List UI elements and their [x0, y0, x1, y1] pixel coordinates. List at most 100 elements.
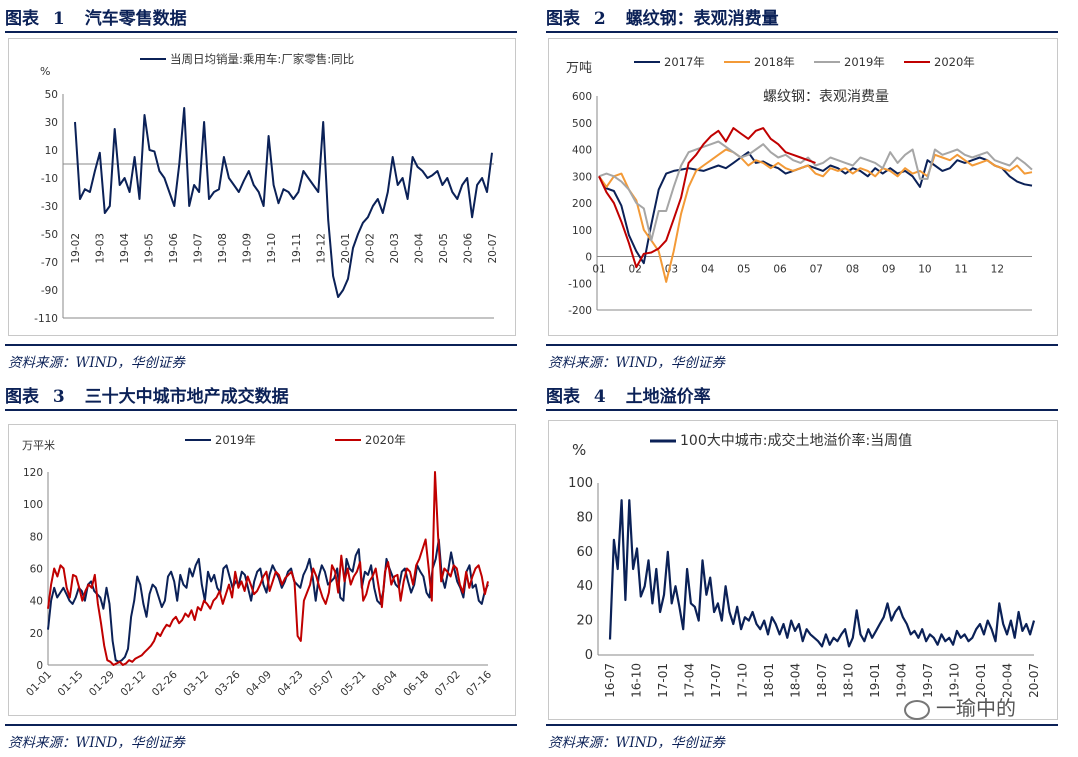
chart-1-x-tick-label: 19-12: [315, 233, 327, 264]
chart-2-legend-label: 2020年: [934, 55, 975, 69]
chart-1-x-tick-label: 19-05: [144, 233, 156, 264]
chart-3-y-tick-label: 60: [30, 564, 43, 576]
chart-4-y-tick-label: 80: [576, 510, 593, 525]
chart-4-y-tick-label: 0: [585, 648, 593, 663]
chart-3-legend-label: 2019年: [215, 433, 256, 447]
chart-3-x-tick-label: 01-15: [55, 669, 85, 699]
chart-2-x-tick-label: 03: [665, 264, 678, 276]
panel-1-top-rule: [5, 31, 517, 33]
panel-1-title: 图表 1 汽车零售数据: [5, 4, 187, 29]
chart-2-y-tick-label: -100: [568, 278, 592, 290]
panel-1-title-text: 汽车零售数据: [84, 9, 187, 29]
chart-4-y-tick-label: 40: [576, 579, 593, 594]
panel-2-bottom-rule: [546, 344, 1058, 346]
chart-2-x-tick-label: 05: [737, 264, 750, 276]
panel-2-title-label: 图表: [546, 9, 580, 29]
chart-2-unit-label: 万吨: [566, 61, 592, 76]
chart-1-x-tick-label: 19-08: [217, 233, 229, 264]
chart-1-y-tick-label: -90: [41, 285, 58, 297]
chart-4-x-tick-label: 18-10: [842, 663, 856, 698]
panel-3-title-text: 三十大中城市地产成交数据: [84, 387, 289, 407]
chart-3-x-tick-label: 02-12: [118, 669, 148, 699]
chart-1-x-tick-label: 19-06: [168, 233, 180, 264]
panel-1-title-label: 图表: [5, 9, 39, 29]
chart-3-unit-label: 万平米: [22, 439, 55, 452]
chart-2-x-tick-label: 08: [846, 264, 859, 276]
chart-2-x-tick-label: 02: [629, 264, 642, 276]
chart-3-y-tick-label: 100: [23, 499, 43, 511]
wechat-icon: [904, 699, 930, 720]
chart-2-y-tick-label: 100: [572, 225, 592, 237]
chart-2-y-tick-label: 400: [572, 145, 592, 157]
panel-1-source: 资料来源：WIND，华创证券: [8, 355, 185, 371]
chart-2-y-tick-label: 200: [572, 198, 592, 210]
chart-1-x-tick-label: 19-09: [242, 233, 254, 264]
chart-1-y-tick-label: 10: [45, 145, 58, 157]
chart-2-x-tick-label: 01: [592, 264, 605, 276]
panel-3-frame: [8, 424, 516, 716]
chart-1-legend-label: 当周日均销量:乘用车:厂家零售:同比: [170, 52, 354, 66]
chart-4-legend-label: 100大中城市:成交土地溢价率:当周值: [680, 432, 912, 449]
chart-4-series-line: [608, 499, 1036, 648]
chart-1-x-tick-label: 20-04: [413, 233, 425, 264]
panel-4-source: 资料来源：WIND，华创证券: [548, 735, 725, 751]
chart-4-unit-label: %: [572, 441, 586, 459]
chart-4-x-tick-label: 16-10: [630, 663, 644, 698]
chart-2-y-tick-label: 0: [585, 252, 592, 264]
panel-4-title-label: 图表: [546, 387, 580, 407]
chart-4-y-tick-label: 100: [568, 476, 593, 491]
chart-1-x-tick-label: 20-07: [487, 233, 499, 264]
chart-4-x-tick-label: 20-07: [1027, 663, 1041, 698]
chart-2-x-tick-label: 09: [882, 264, 895, 276]
chart-4-x-tick-label: 20-04: [1001, 663, 1015, 698]
chart-4-x-tick-label: 17-10: [736, 663, 750, 698]
chart-1-x-tick-label: 19-03: [95, 233, 107, 264]
chart-4-x-tick-label: 18-01: [762, 663, 776, 698]
chart-1-unit-label: %: [40, 65, 50, 78]
panel-2-source: 资料来源：WIND，华创证券: [548, 355, 725, 371]
chart-2-series-line: [598, 127, 816, 269]
chart-1-x-tick-label: 19-11: [291, 233, 303, 264]
chart-4-x-tick-label: 19-04: [895, 663, 909, 698]
chart-2-x-tick-label: 04: [701, 264, 715, 276]
chart-3-x-tick-label: 04-09: [244, 669, 274, 699]
chart-3-y-tick-label: 80: [30, 531, 43, 543]
panel-3-source: 资料来源：WIND，华创证券: [8, 735, 185, 751]
chart-1-y-tick-label: -110: [34, 313, 58, 325]
chart-2-y-tick-label: -200: [568, 305, 592, 317]
panel-1-title-num: 1: [52, 9, 65, 29]
chart-2-series-line: [598, 151, 1033, 265]
panel-3-title-label: 图表: [5, 387, 39, 407]
chart-1-x-tick-label: 19-07: [193, 233, 205, 264]
chart-3-x-tick-label: 02-26: [150, 668, 180, 698]
chart-4-x-tick-label: 19-01: [868, 663, 882, 698]
panel-2-top-rule: [546, 31, 1058, 33]
chart-1-x-tick-label: 20-02: [364, 233, 376, 264]
panel-4-title: 图表 4 土地溢价率: [546, 382, 711, 407]
chart-4-x-tick-label: 17-04: [683, 663, 697, 698]
panel-4-bottom-rule: [546, 724, 1058, 726]
chart-2-legend-label: 2017年: [664, 55, 705, 69]
chart-1-y-tick-label: -70: [41, 257, 58, 269]
chart-3-y-tick-label: 120: [23, 467, 43, 479]
panel-3-bottom-rule: [5, 724, 517, 726]
chart-2-x-tick-label: 07: [810, 264, 823, 276]
chart-1-y-tick-label: 50: [45, 89, 58, 101]
chart-3-x-tick-label: 07-16: [464, 668, 494, 698]
chart-1-y-tick-label: 30: [45, 117, 58, 129]
watermark: 一瑜中的: [904, 692, 1016, 721]
chart-4-x-tick-label: 19-07: [921, 663, 935, 698]
panel-3-title-num: 3: [52, 387, 65, 407]
chart-2-legend-label: 2019年: [844, 55, 885, 69]
chart-4-y-tick-label: 20: [576, 614, 593, 629]
panel-2-frame: [548, 38, 1058, 336]
chart-1-x-tick-label: 20-05: [438, 233, 450, 264]
chart-3-x-tick-label: 06-04: [370, 668, 400, 698]
chart-2-x-tick-label: 10: [918, 264, 931, 276]
chart-3-x-tick-label: 05-07: [307, 669, 337, 699]
chart-1-y-tick-label: -50: [41, 229, 58, 241]
chart-3-y-tick-label: 0: [36, 660, 43, 672]
panel-4-top-rule: [546, 409, 1058, 411]
chart-2-y-tick-label: 600: [572, 91, 592, 103]
